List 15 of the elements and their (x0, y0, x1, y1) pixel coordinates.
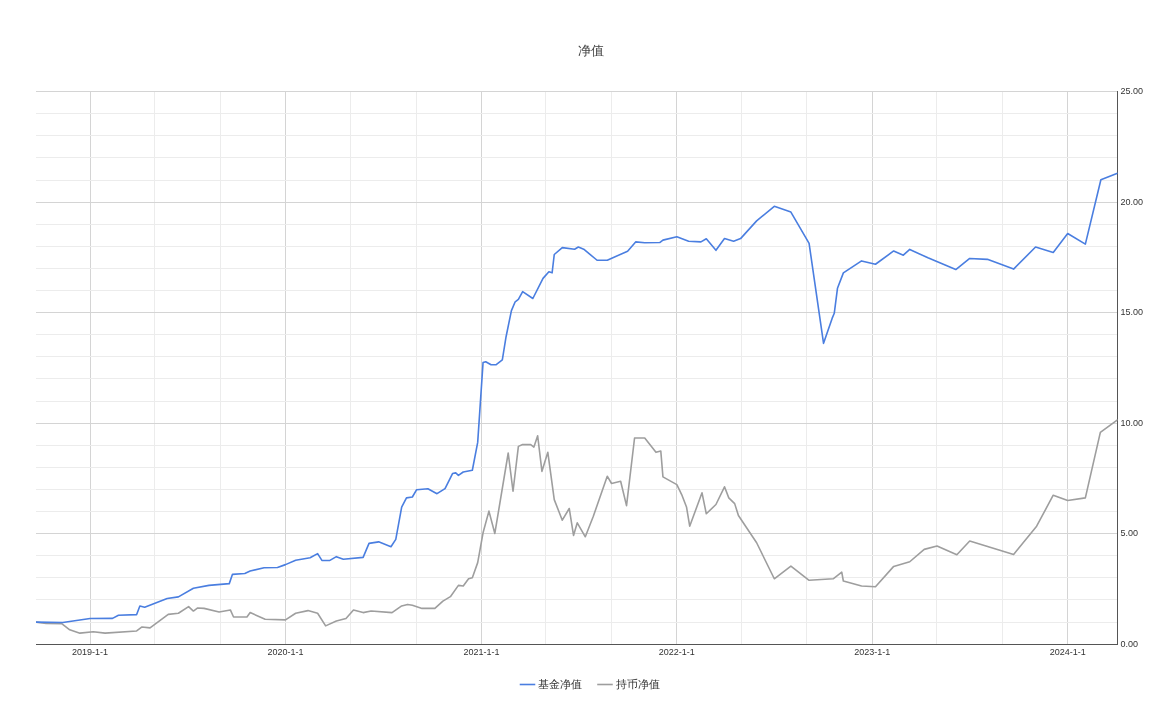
x-tick-label: 2020-1-1 (267, 647, 304, 658)
y-tick-label: 20.00 (1120, 196, 1144, 207)
y-tick-label: 25.00 (1120, 86, 1144, 97)
y-tick-label: 15.00 (1120, 307, 1144, 318)
chart-title: 净值 (578, 43, 604, 59)
legend-label: 基金净值 (538, 677, 582, 690)
x-tick-label: 2019-1-1 (72, 647, 109, 658)
y-tick-label: 5.00 (1120, 528, 1139, 539)
x-tick-label: 2022-1-1 (658, 647, 695, 658)
legend-label: 持币净值 (615, 677, 660, 690)
x-tick-label: 2024-1-1 (1049, 647, 1086, 658)
y-tick-label: 0.00 (1120, 638, 1139, 649)
y-tick-label: 10.00 (1120, 417, 1144, 428)
x-tick-label: 2021-1-1 (463, 647, 500, 658)
x-tick-label: 2023-1-1 (854, 647, 891, 658)
